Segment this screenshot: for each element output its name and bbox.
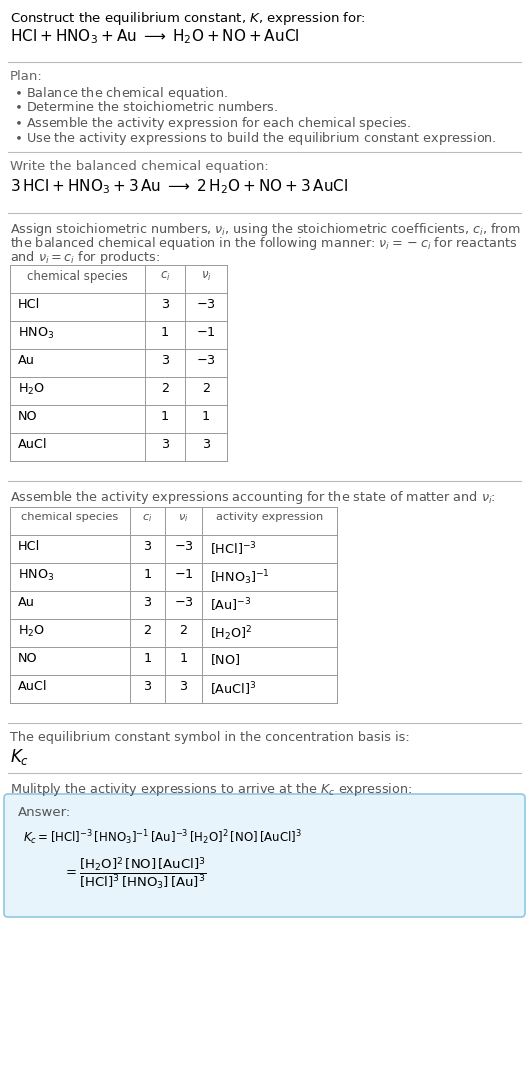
Text: Write the balanced chemical equation:: Write the balanced chemical equation: — [10, 160, 269, 173]
Text: $K_c = [\mathrm{HCl}]^{-3}\,[\mathrm{HNO_3}]^{-1}\,[\mathrm{Au}]^{-3}\,[\mathrm{: $K_c = [\mathrm{HCl}]^{-3}\,[\mathrm{HNO… — [23, 828, 302, 847]
Text: Answer:: Answer: — [18, 806, 71, 819]
Text: 3: 3 — [202, 438, 210, 452]
Text: AuCl: AuCl — [18, 438, 48, 452]
Text: Assign stoichiometric numbers, $\nu_i$, using the stoichiometric coefficients, $: Assign stoichiometric numbers, $\nu_i$, … — [10, 221, 521, 238]
Text: $-3$: $-3$ — [196, 354, 216, 367]
Text: $K_c$: $K_c$ — [10, 747, 29, 766]
Text: 2: 2 — [161, 382, 169, 395]
Text: $[\mathrm{Au}]^{-3}$: $[\mathrm{Au}]^{-3}$ — [210, 596, 251, 614]
Text: $\bullet$ Assemble the activity expression for each chemical species.: $\bullet$ Assemble the activity expressi… — [14, 115, 411, 132]
Text: $[\mathrm{HNO_3}]^{-1}$: $[\mathrm{HNO_3}]^{-1}$ — [210, 568, 270, 587]
Text: 3: 3 — [143, 540, 152, 553]
Text: 1: 1 — [179, 653, 188, 665]
Text: $\mathrm{H_2O}$: $\mathrm{H_2O}$ — [18, 624, 45, 640]
Text: $\nu_i$: $\nu_i$ — [200, 270, 212, 283]
Text: $[\mathrm{NO}]$: $[\mathrm{NO}]$ — [210, 653, 241, 666]
Text: $\mathrm{HNO_3}$: $\mathrm{HNO_3}$ — [18, 326, 54, 341]
Text: the balanced chemical equation in the following manner: $\nu_i = -c_i$ for react: the balanced chemical equation in the fo… — [10, 235, 517, 252]
Text: $= \dfrac{[\mathrm{H_2O}]^{2}\,[\mathrm{NO}]\,[\mathrm{AuCl}]^{3}}{[\mathrm{HCl}: $= \dfrac{[\mathrm{H_2O}]^{2}\,[\mathrm{… — [63, 856, 207, 892]
Text: Au: Au — [18, 596, 35, 610]
Text: $[\mathrm{AuCl}]^{3}$: $[\mathrm{AuCl}]^{3}$ — [210, 680, 257, 698]
Text: 1: 1 — [161, 326, 169, 339]
Text: 1: 1 — [202, 410, 210, 422]
Text: $\bullet$ Determine the stoichiometric numbers.: $\bullet$ Determine the stoichiometric n… — [14, 100, 278, 114]
Text: $-1$: $-1$ — [174, 568, 193, 580]
Text: $\mathrm{HCl} + \mathrm{HNO_3} + \mathrm{Au} \;\longrightarrow\; \mathrm{H_2O} +: $\mathrm{HCl} + \mathrm{HNO_3} + \mathrm… — [10, 27, 299, 46]
Text: 3: 3 — [143, 596, 152, 610]
Text: 3: 3 — [143, 680, 152, 693]
Text: The equilibrium constant symbol in the concentration basis is:: The equilibrium constant symbol in the c… — [10, 731, 410, 744]
Text: $\bullet$ Use the activity expressions to build the equilibrium constant express: $\bullet$ Use the activity expressions t… — [14, 130, 497, 147]
Text: NO: NO — [18, 410, 38, 422]
Text: $[\mathrm{H_2O}]^{2}$: $[\mathrm{H_2O}]^{2}$ — [210, 624, 253, 643]
Text: HCl: HCl — [18, 540, 40, 553]
Text: 1: 1 — [143, 653, 152, 665]
Text: $[\mathrm{HCl}]^{-3}$: $[\mathrm{HCl}]^{-3}$ — [210, 540, 257, 558]
Text: 1: 1 — [143, 568, 152, 580]
Text: AuCl: AuCl — [18, 680, 48, 693]
Text: chemical species: chemical species — [27, 270, 128, 283]
Text: 2: 2 — [143, 624, 151, 637]
Text: chemical species: chemical species — [21, 512, 118, 522]
Text: 3: 3 — [161, 354, 169, 367]
Text: Assemble the activity expressions accounting for the state of matter and $\nu_i$: Assemble the activity expressions accoun… — [10, 489, 496, 506]
Text: 3: 3 — [161, 438, 169, 452]
Text: $-1$: $-1$ — [196, 326, 216, 339]
Text: Mulitply the activity expressions to arrive at the $K_c$ expression:: Mulitply the activity expressions to arr… — [10, 782, 412, 798]
Text: 2: 2 — [202, 382, 210, 395]
Text: $c_i$: $c_i$ — [142, 512, 153, 524]
Text: Construct the equilibrium constant, $K$, expression for:: Construct the equilibrium constant, $K$,… — [10, 10, 366, 27]
FancyBboxPatch shape — [4, 794, 525, 917]
Text: NO: NO — [18, 653, 38, 665]
Text: $-3$: $-3$ — [174, 540, 194, 553]
Text: 3: 3 — [161, 298, 169, 311]
Text: 1: 1 — [161, 410, 169, 422]
Text: $3\,\mathrm{HCl} + \mathrm{HNO_3} + 3\,\mathrm{Au} \;\longrightarrow\; 2\,\mathr: $3\,\mathrm{HCl} + \mathrm{HNO_3} + 3\,\… — [10, 177, 348, 196]
Text: $\mathrm{HNO_3}$: $\mathrm{HNO_3}$ — [18, 568, 54, 583]
Text: $\bullet$ Balance the chemical equation.: $\bullet$ Balance the chemical equation. — [14, 85, 228, 102]
Text: 3: 3 — [179, 680, 188, 693]
Text: and $\nu_i = c_i$ for products:: and $\nu_i = c_i$ for products: — [10, 249, 160, 266]
Text: $\mathrm{H_2O}$: $\mathrm{H_2O}$ — [18, 382, 45, 397]
Text: Au: Au — [18, 354, 35, 367]
Text: $c_i$: $c_i$ — [160, 270, 170, 283]
Text: $\nu_i$: $\nu_i$ — [178, 512, 189, 524]
Text: $-3$: $-3$ — [174, 596, 194, 610]
Text: Plan:: Plan: — [10, 70, 43, 83]
Text: HCl: HCl — [18, 298, 40, 311]
Text: activity expression: activity expression — [216, 512, 323, 522]
Text: 2: 2 — [179, 624, 187, 637]
Text: $-3$: $-3$ — [196, 298, 216, 311]
